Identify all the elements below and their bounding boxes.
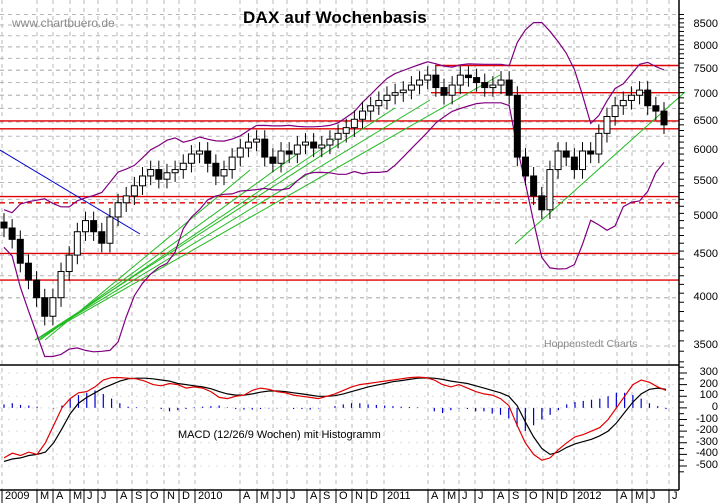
x-tick-label: A	[120, 490, 128, 502]
x-tick-label: S	[135, 490, 143, 502]
x-tick-label: N	[167, 490, 175, 502]
y-tick-label: 7000	[693, 88, 718, 101]
support-resistance-lines	[0, 64, 679, 281]
x-tick-label: A	[56, 490, 64, 502]
x-tick-label: J	[672, 490, 678, 502]
macd-y-tick-label: 200	[699, 377, 718, 390]
y-tick-label: 5000	[693, 209, 718, 222]
x-tick-label: D	[182, 490, 190, 502]
macd-label: MACD (12/26/9 Wochen) mit Histogramm	[178, 429, 381, 441]
macd-y-tick-label: 0	[711, 400, 718, 413]
x-tick-label: N	[355, 490, 363, 502]
macd-y-tick-label: -200	[695, 424, 718, 437]
chart-title: DAX auf Wochenbasis	[243, 8, 427, 27]
x-tick-label: M	[260, 490, 270, 502]
watermark: www.chartbuero.de	[12, 16, 115, 30]
x-tick-label: 2010	[198, 490, 223, 502]
x-tick-label: 2011	[387, 490, 411, 502]
x-tick-label: A	[431, 490, 439, 502]
x-tick-label: A	[620, 490, 628, 502]
y-tick-label: 5500	[693, 175, 718, 188]
x-tick-label: S	[323, 490, 331, 502]
x-tick-label: M	[635, 490, 645, 502]
y-tick-label: 7500	[693, 63, 718, 76]
source-label: Hoppenstedt Charts	[544, 338, 638, 350]
x-tick-label: O	[150, 490, 159, 502]
macd-y-tick-label: -500	[695, 459, 718, 471]
x-tick-label: J	[276, 490, 282, 502]
x-tick-label: 2012	[577, 490, 602, 502]
x-tick-label: 2009	[5, 490, 30, 502]
x-tick-label: D	[560, 490, 568, 502]
x-tick-label: M	[447, 490, 457, 502]
macd-y-tick-label: -300	[695, 435, 718, 448]
x-tick-label: A	[497, 490, 505, 502]
axes	[0, 0, 687, 503]
x-tick-label: N	[546, 490, 554, 502]
y-tick-label: 3500	[693, 339, 718, 351]
y-tick-label: 6500	[693, 115, 718, 128]
y-tick-label: 8500	[693, 18, 718, 30]
y-tick-label: 8000	[693, 39, 718, 52]
macd-lines	[3, 376, 667, 462]
macd-y-tick-label: 300	[699, 366, 718, 378]
x-tick-label: J	[462, 490, 468, 502]
y-tick-label: 4500	[693, 248, 718, 261]
macd-y-tick-label: 100	[699, 389, 718, 402]
x-tick-label: M	[73, 490, 83, 502]
x-tick-label: M	[40, 490, 50, 502]
macd-y-tick-label: -100	[695, 412, 718, 425]
y-tick-label: 6000	[693, 144, 718, 156]
candlesticks	[0, 66, 668, 326]
y-tick-label: 4000	[693, 290, 718, 303]
x-tick-label: J	[650, 490, 656, 502]
x-tick-label: J	[101, 490, 107, 502]
x-tick-label: J	[290, 490, 296, 502]
x-tick-label: D	[370, 490, 378, 502]
x-tick-label: A	[310, 490, 318, 502]
x-tick-label: O	[529, 490, 538, 502]
x-tick-label: O	[339, 490, 348, 502]
trend-lines	[0, 74, 686, 341]
macd-histogram	[3, 390, 667, 432]
x-tick-label: S	[512, 490, 520, 502]
x-tick-label: J	[478, 490, 484, 502]
x-tick-label: A	[243, 490, 251, 502]
x-tick-label: J	[87, 490, 93, 502]
macd-y-tick-label: -400	[695, 447, 718, 460]
bollinger-bands	[3, 21, 665, 358]
